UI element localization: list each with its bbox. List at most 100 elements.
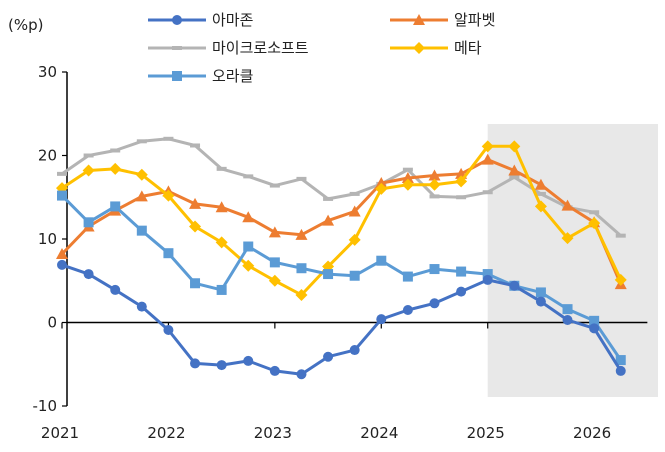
series-3-point (110, 148, 121, 153)
series-3-point (163, 136, 174, 141)
legend-label: 마이크로소프트 (212, 39, 309, 57)
series-1-point (243, 355, 254, 366)
series-1-point (349, 345, 360, 356)
series-2-point (348, 205, 361, 217)
series-1-point (296, 369, 307, 380)
series-5-point (562, 304, 573, 315)
series-5-point (376, 255, 387, 266)
series-5-point (216, 284, 227, 295)
series-1-point (615, 365, 626, 376)
y-tick-label: 20 (38, 147, 57, 165)
series-3-point (589, 210, 600, 215)
series-4-point (508, 140, 521, 153)
series-3-point (402, 167, 413, 172)
series-1-point (456, 286, 467, 297)
series-1-point (376, 314, 387, 325)
series-1-point (216, 360, 227, 371)
series-4-point (242, 259, 255, 272)
y-tick-label: 0 (47, 314, 57, 332)
legend-label: 메타 (454, 39, 482, 57)
series-4-point (401, 178, 414, 191)
series-4-point (534, 200, 547, 213)
series-4-line (61, 144, 623, 297)
y-tick-label: 30 (38, 63, 57, 81)
series-3-point (57, 171, 67, 176)
series-2-point (322, 214, 335, 226)
series-5-point (163, 248, 174, 259)
series-5-point (296, 263, 307, 274)
series-3-point (535, 191, 546, 196)
legend-label: 알파벳 (454, 11, 495, 29)
series-3-point (323, 196, 334, 201)
series-5-point (535, 287, 546, 298)
series-5-point (136, 225, 147, 236)
series-1-point (323, 351, 334, 362)
series-1-point (429, 298, 440, 309)
series-2-point (295, 228, 308, 240)
shaded-region (487, 124, 658, 397)
legend-label: 오라클 (212, 67, 253, 85)
series-2-point (189, 197, 202, 209)
series-1-line (61, 263, 623, 376)
legend-item-1: 아마존 (148, 11, 254, 29)
series-4-point (375, 182, 388, 195)
series-4-point (561, 232, 574, 245)
y-tick-label: -10 (33, 397, 58, 415)
series-3-point (269, 183, 280, 188)
series-5-point (110, 201, 121, 212)
series-1-point (136, 301, 147, 312)
series-3-point (83, 153, 94, 158)
x-tick-label: 2025 (467, 424, 505, 442)
series-4-point (162, 189, 175, 202)
series-4-point (295, 288, 308, 301)
series-4-point (481, 140, 494, 153)
legend-point (413, 42, 425, 54)
series-1-point (57, 259, 67, 270)
series-5-point (589, 315, 600, 326)
series-4-point (135, 168, 148, 181)
y-axis-unit-label: (%p) (8, 16, 43, 34)
x-tick-label: 2023 (254, 424, 292, 442)
legend-point (413, 14, 425, 25)
legend-point (172, 71, 182, 81)
series-2-point (135, 190, 148, 202)
series-5-point (83, 217, 94, 228)
series-4-point (215, 236, 228, 249)
series-3-point (509, 175, 520, 180)
series-1-point (163, 325, 174, 336)
series-3-point (136, 139, 147, 144)
series-2-point (268, 226, 281, 238)
series-2-point (534, 178, 547, 190)
series-1-point (562, 314, 573, 325)
series-5-point (615, 355, 626, 366)
series-2-point (481, 153, 494, 165)
series-4-point (428, 178, 441, 191)
series-1-point (190, 358, 201, 369)
series-3-point (456, 195, 467, 200)
series-1-point (482, 274, 493, 285)
series-2-point (508, 164, 521, 176)
series-3-point (190, 143, 201, 148)
series-5-point (456, 266, 467, 277)
x-tick-label: 2026 (573, 424, 611, 442)
series-3-point (216, 166, 227, 171)
series-2-point (56, 248, 68, 260)
series-4-point (455, 175, 468, 188)
series-4-point (268, 274, 281, 287)
series-5-point (323, 269, 334, 280)
series-3-point (243, 174, 254, 179)
series-1-point (110, 284, 121, 295)
series-3-point (482, 190, 493, 195)
series-4-point (348, 233, 361, 246)
series-3-point (429, 194, 440, 199)
legend-item-3: 마이크로소프트 (148, 39, 309, 57)
series-1 (57, 259, 626, 380)
series-1-point (83, 269, 94, 280)
series-4-point (109, 162, 122, 175)
series-3-point (349, 191, 360, 196)
series-1-point (402, 304, 413, 315)
series-1-point (509, 280, 520, 291)
y-tick-label: 10 (38, 230, 57, 248)
series-1-point (535, 296, 546, 307)
